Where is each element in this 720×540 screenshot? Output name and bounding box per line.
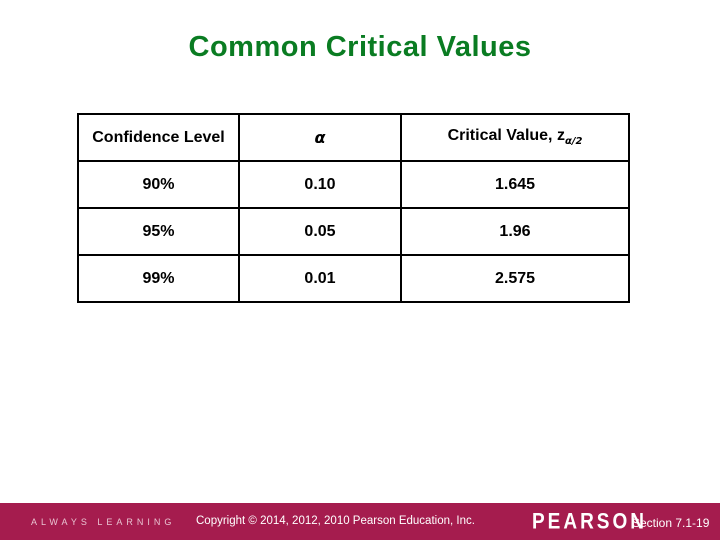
col-header-confidence-level: Confidence Level [77, 113, 240, 162]
critical-value-cell: 2.575 [400, 254, 630, 303]
table-header-row: Confidence Level α Critical Value, zα/2 [77, 113, 630, 162]
confidence-level-cell: 95% [77, 207, 240, 256]
col-header-alpha: α [238, 113, 402, 162]
alpha-cell: 0.05 [238, 207, 402, 256]
confidence-level-cell: 90% [77, 160, 240, 209]
confidence-level-cell: 99% [77, 254, 240, 303]
table-row: 99% 0.01 2.575 [77, 254, 630, 303]
always-learning-tagline: ALWAYS LEARNING [31, 517, 176, 527]
critical-value-cell: 1.645 [400, 160, 630, 209]
table-row: 95% 0.05 1.96 [77, 207, 630, 256]
alpha-cell: 0.10 [238, 160, 402, 209]
col-header-critical-value: Critical Value, zα/2 [400, 113, 630, 162]
section-page-label: Section 7.1-19 [632, 516, 710, 530]
copyright-notice: Copyright © 2014, 2012, 2010 Pearson Edu… [196, 515, 475, 527]
footer-bar: ALWAYS LEARNING Copyright © 2014, 2012, … [0, 503, 720, 540]
alpha-symbol: α [314, 127, 326, 147]
critical-value-cell: 1.96 [400, 207, 630, 256]
table-row: 90% 0.10 1.645 [77, 160, 630, 209]
critical-value-subscript: α/2 [564, 136, 583, 148]
alpha-cell: 0.01 [238, 254, 402, 303]
pearson-logo: PEARSON [532, 510, 647, 535]
critical-values-table: Confidence Level α Critical Value, zα/2 … [77, 113, 630, 303]
page-title: Common Critical Values [188, 31, 532, 63]
